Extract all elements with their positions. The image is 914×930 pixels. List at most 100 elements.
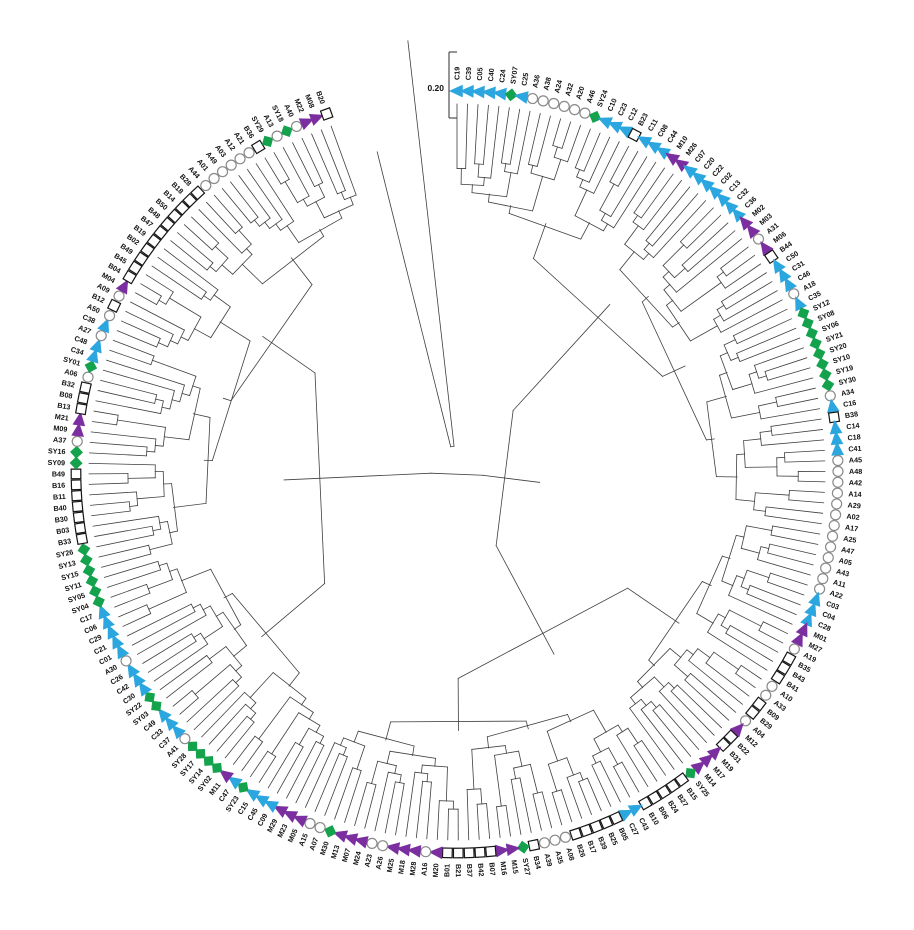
branch-line [668,681,675,689]
branch-line [246,168,283,220]
branch-line [762,621,789,635]
green-diamond-icon [84,360,98,373]
branch-line [720,246,749,269]
white-circle-icon [813,583,826,595]
marker-shape [254,794,270,808]
branch-line [222,397,232,402]
branch-line [136,496,165,500]
branch-line [705,438,715,441]
leaf-label-SY13: SY13 [57,558,76,571]
white-square-icon [146,233,162,249]
branch-line [407,40,455,447]
marker-shape [406,844,422,858]
leaf-label-B26: B26 [575,843,588,858]
marker-shape [819,368,832,381]
green-diamond-icon [504,88,518,102]
branch-line [261,583,326,638]
branch-line [567,713,572,723]
branch-line [593,141,620,194]
marker-shape [366,837,378,850]
marker-shape [788,643,800,655]
branch-line [249,671,274,699]
white-square-icon [71,500,84,513]
branch-line [680,281,722,312]
branch-line [721,580,734,587]
branch-line [90,431,157,440]
branch-line [687,230,736,273]
branch-line [170,240,208,271]
branch-line [758,375,767,379]
marker-shape [828,519,840,532]
blue-triangle-icon [227,776,243,790]
branch-line [97,390,156,404]
leaf-label-C18: C18 [847,432,861,442]
leaf-label-C41: C41 [848,444,862,454]
branch-line [719,352,729,357]
branch-line [224,721,255,759]
marker-shape [776,660,792,676]
marker-shape [428,846,443,860]
branch-line [757,559,811,576]
branch-line [740,586,749,591]
leaf-label-A27: A27 [77,323,93,336]
branch-line [599,760,621,803]
branch-line [290,257,313,286]
marker-shape [216,166,229,178]
branch-line [608,747,619,765]
marker-shape [599,815,614,830]
branch-line [319,735,325,744]
leaf-label-C25: C25 [519,72,530,87]
white-circle-icon [216,166,229,178]
branch-line [578,781,593,816]
branch-line [216,715,248,752]
white-circle-icon [831,487,844,499]
branch-line [610,156,648,218]
marker-shape [77,543,91,556]
purple-triangle-icon [308,114,325,126]
marker-shape [752,233,765,245]
branch-line [158,562,168,567]
branch-line [754,377,814,394]
branch-line [746,593,797,616]
branch-line [725,254,756,277]
green-diamond-icon [69,456,83,470]
marker-shape [304,817,316,830]
marker-shape [385,842,401,855]
marker-shape [788,288,800,300]
marker-shape [831,498,843,510]
green-diamond-icon [801,317,814,330]
branch-line [681,222,729,266]
marker-shape [829,509,842,521]
branch-line [101,553,152,568]
branch-line [530,164,534,174]
blue-triangle-icon [127,663,141,679]
leaf-label-A32: A32 [563,82,575,97]
marker-shape [751,696,767,712]
branch-line [163,436,190,441]
branch-line [395,783,405,836]
branch-line [706,631,768,671]
branch-line [586,777,602,812]
marker-shape [144,692,155,703]
marker-shape [308,114,325,126]
white-circle-icon [820,562,832,574]
leaf-label-A48: A48 [849,467,862,476]
marker-shape [396,843,411,857]
leaf-label-A08: A08 [564,846,576,861]
leaf-label-M28: M28 [408,861,418,876]
leaf-label-A39: A39 [543,852,555,867]
marker-shape [211,762,223,773]
branch-line [642,252,650,261]
leaf-label-C16: C16 [842,398,857,409]
marker-shape [115,279,129,295]
branch-line [516,110,531,175]
marker-shape [72,511,85,524]
leaf-label-A06: A06 [63,367,78,379]
leaf-label-M07: M07 [340,847,353,863]
branch-line [705,662,750,697]
branch-line [760,546,770,550]
marker-shape [219,769,235,784]
white-circle-icon [752,233,765,245]
branch-line [716,304,725,311]
branch-line [271,712,300,755]
